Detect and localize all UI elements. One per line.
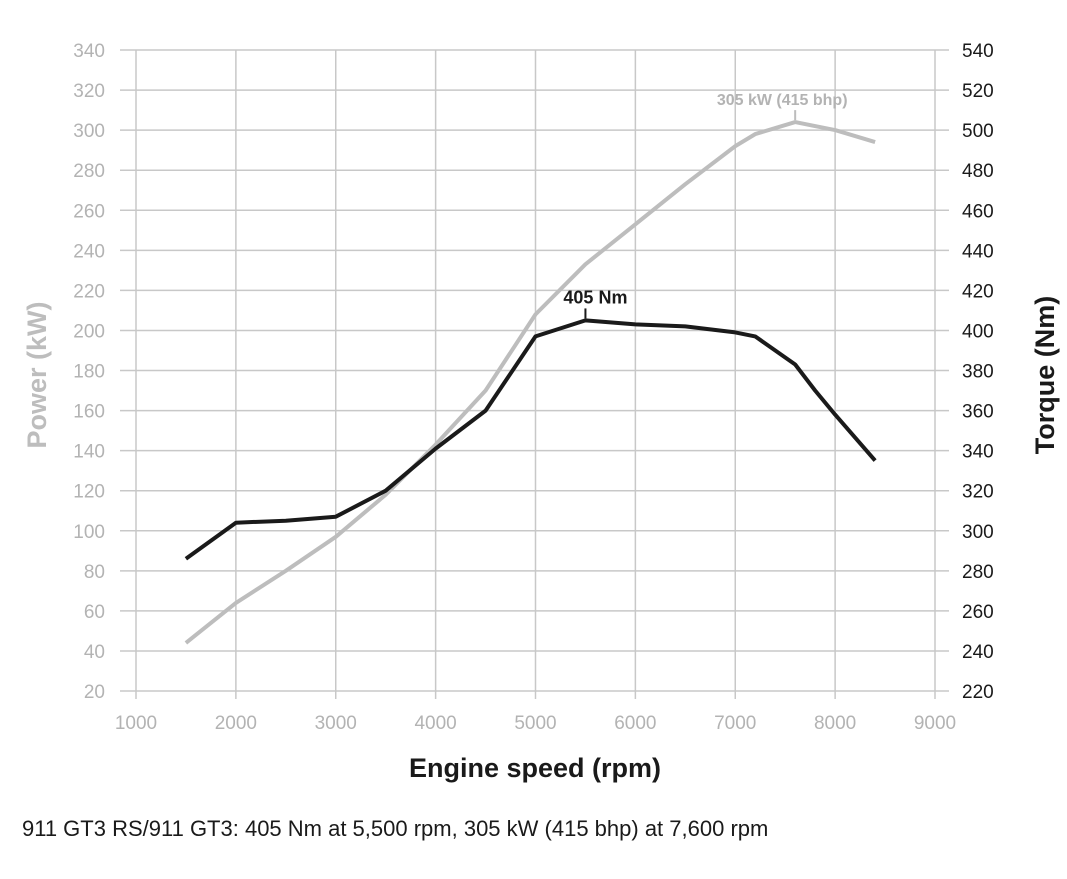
rpm-tick-label: 2000 xyxy=(215,713,257,734)
torque-tick-label: 260 xyxy=(962,602,994,623)
torque-line xyxy=(184,318,877,561)
torque-tick-label: 360 xyxy=(962,402,994,423)
power-tick-label: 120 xyxy=(73,482,105,503)
power-tick-label: 200 xyxy=(73,321,105,342)
power-tick-label: 60 xyxy=(84,602,105,623)
power-peak-label: 305 kW (415 bhp) xyxy=(717,92,848,109)
torque-tick-label: 300 xyxy=(962,522,994,543)
power-tick-label: 80 xyxy=(84,562,105,583)
right-axis-title: Torque (Nm) xyxy=(1030,296,1060,454)
power-tick-label: 320 xyxy=(73,81,105,102)
rpm-tick-label: 1000 xyxy=(115,713,157,734)
power-axis-ticks: 20 40 60 80 100 120 140 160 180 200 220 240 260 280 30… xyxy=(73,41,105,703)
torque-tick-label: 500 xyxy=(962,121,994,142)
torque-tick-label: 380 xyxy=(962,362,994,383)
power-tick-label: 100 xyxy=(73,522,105,543)
torque-peak-label: 405 Nm xyxy=(563,287,627,307)
power-tick-label: 240 xyxy=(73,241,105,262)
rpm-tick-label: 5000 xyxy=(514,713,556,734)
power-tick-label: 260 xyxy=(73,201,105,222)
torque-axis-ticks: 220 240 260 280 300 320 340 360 380 400 420 440 460 4… xyxy=(962,41,994,703)
power-tick-label: 140 xyxy=(73,442,105,463)
x-axis-title: Engine speed (rpm) xyxy=(409,753,661,783)
torque-tick-label: 440 xyxy=(962,241,994,262)
power-tick-label: 280 xyxy=(73,161,105,182)
rpm-tick-label: 3000 xyxy=(315,713,357,734)
annotations: 405 Nm 305 kW (415 bhp) xyxy=(563,92,848,319)
torque-tick-label: 540 xyxy=(962,41,994,62)
rpm-tick-label: 4000 xyxy=(414,713,456,734)
power-tick-label: 340 xyxy=(73,41,105,62)
power-tick-label: 180 xyxy=(73,362,105,383)
chart-container: 20 40 60 80 100 120 140 160 180 200 220 240 260 280 30… xyxy=(22,41,1060,783)
torque-tick-label: 460 xyxy=(962,201,994,222)
rpm-tick-label: 7000 xyxy=(714,713,756,734)
rpm-tick-label: 8000 xyxy=(814,713,856,734)
power-tick-label: 40 xyxy=(84,642,105,663)
torque-tick-label: 520 xyxy=(962,81,994,102)
rpm-tick-label: 9000 xyxy=(914,713,956,734)
rpm-tick-label: 6000 xyxy=(614,713,656,734)
series-lines xyxy=(184,120,877,645)
torque-tick-label: 280 xyxy=(962,562,994,583)
torque-tick-label: 220 xyxy=(962,682,994,703)
engine-performance-chart: 20 40 60 80 100 120 140 160 180 200 220 240 260 280 30… xyxy=(22,41,1060,783)
power-tick-label: 160 xyxy=(73,402,105,423)
grid xyxy=(120,49,949,699)
torque-tick-label: 340 xyxy=(962,442,994,463)
left-axis-title: Power (kW) xyxy=(22,301,52,448)
power-line xyxy=(184,120,876,645)
torque-tick-label: 480 xyxy=(962,161,994,182)
power-tick-label: 20 xyxy=(84,682,105,703)
torque-tick-label: 420 xyxy=(962,281,994,302)
chart-caption: 911 GT3 RS/911 GT3: 405 Nm at 5,500 rpm,… xyxy=(22,816,769,841)
rpm-axis-ticks: 1000 2000 3000 4000 5000 6000 7000 8000 9000 xyxy=(115,713,956,734)
torque-tick-label: 320 xyxy=(962,482,994,503)
torque-tick-label: 240 xyxy=(962,642,994,663)
power-tick-label: 220 xyxy=(73,281,105,302)
power-tick-label: 300 xyxy=(73,121,105,142)
torque-tick-label: 400 xyxy=(962,321,994,342)
